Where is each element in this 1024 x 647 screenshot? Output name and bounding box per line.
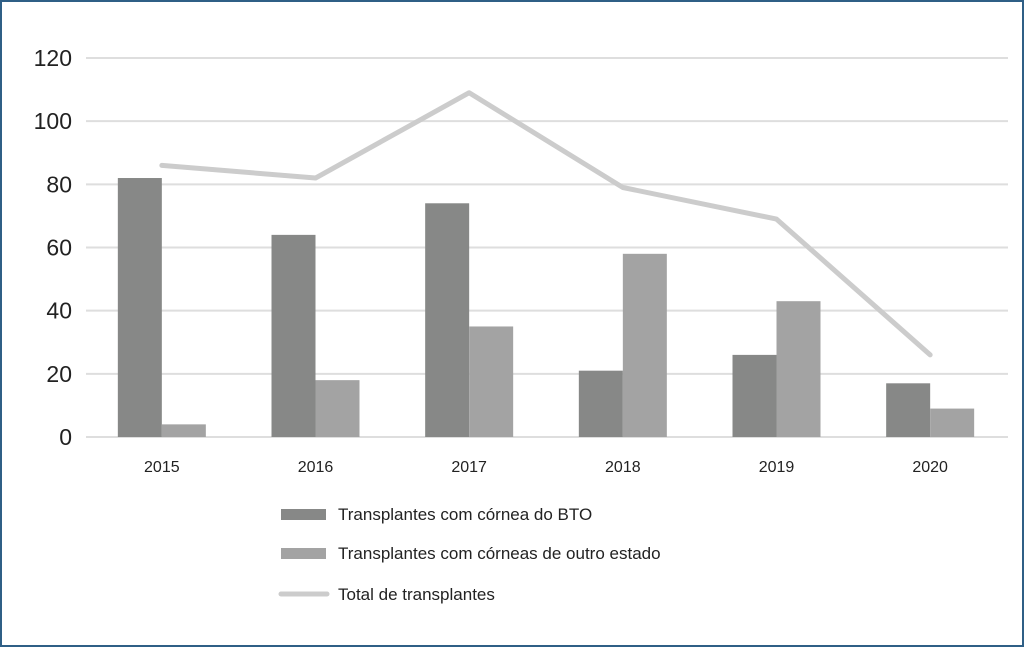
bar-outro-estado-2018 [622,253,667,437]
legend: Transplantes com córnea do BTO Transplant… [278,505,661,604]
y-tick-label: 80 [46,171,72,197]
y-tick-label: 0 [59,424,72,450]
bar-outro-estado-2020 [930,408,975,437]
bar-bto-2015 [117,178,162,437]
total-line [159,90,933,358]
bar-bto-2018 [578,370,623,437]
y-tick-label: 60 [46,235,72,261]
x-axis-ticks: 2015 2016 2017 2018 2019 2020 [144,459,948,476]
x-tick-label: 2016 [298,459,334,476]
y-tick-label: 100 [34,108,72,134]
bar-outro-estado-2016 [315,380,360,437]
bar-bto-2017 [425,203,470,437]
legend-swatch [281,509,326,520]
bar-outro-estado-2019 [776,301,821,437]
bar-outro-estado-2017 [469,326,514,437]
x-tick-label: 2015 [144,459,180,476]
total-line-path [159,90,933,358]
bar-bto-2016 [271,234,316,437]
y-tick-label: 20 [46,361,72,387]
x-tick-label: 2020 [912,459,948,476]
legend-item: Total de transplantes [278,585,495,604]
x-tick-label: 2018 [605,459,641,476]
x-tick-label: 2019 [759,459,795,476]
bars [117,178,975,437]
x-tick-label: 2017 [451,459,487,476]
legend-item: Transplantes com córneas de outro estado [281,544,661,563]
gridlines [86,57,1008,438]
y-tick-label: 120 [34,45,72,71]
bar-outro-estado-2015 [161,424,206,437]
legend-label: Transplantes com córneas de outro estado [338,544,661,563]
legend-label: Transplantes com córnea do BTO [338,505,592,524]
legend-item: Transplantes com córnea do BTO [281,505,592,524]
y-tick-label: 40 [46,298,72,324]
bar-bto-2020 [886,383,931,437]
legend-label: Total de transplantes [338,585,495,604]
legend-swatch [281,548,326,559]
y-axis-ticks: 0 20 40 60 80 100 120 [34,45,72,450]
bar-bto-2019 [732,354,777,437]
